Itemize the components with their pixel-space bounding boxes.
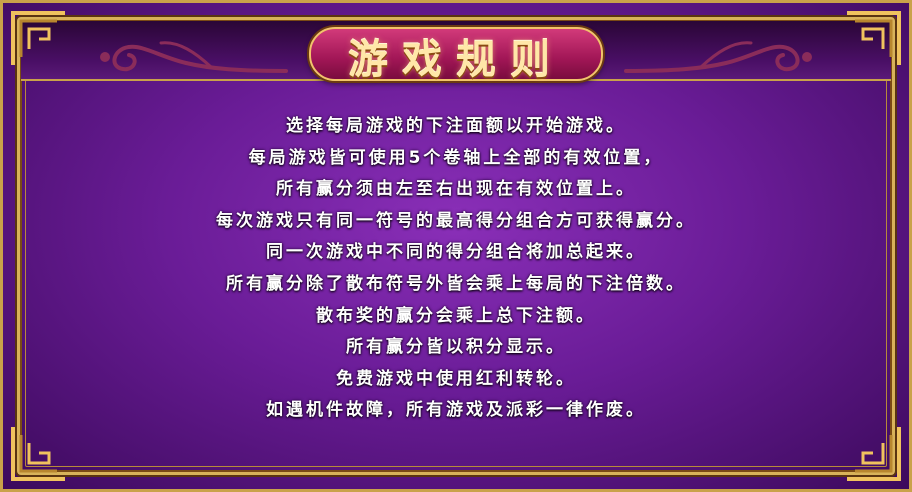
gold-border <box>17 17 895 475</box>
rule-line: 选择每局游戏的下注面额以开始游戏。 <box>286 116 626 136</box>
ornate-corner-icon <box>11 11 65 65</box>
rule-line: 散布奖的赢分会乘上总下注额。 <box>316 305 596 326</box>
rule-line: 每局游戏皆可使用5个卷轴上全部的有效位置， <box>248 147 664 168</box>
ornate-corner-icon <box>847 11 901 65</box>
rule-line: 如遇机件故障，所有游戏及派彩一律作废。 <box>266 400 646 421</box>
cloud-swirl-ornament-icon <box>624 41 812 73</box>
rule-line: 所有赢分皆以积分显示。 <box>346 337 566 358</box>
title-plaque <box>309 27 603 81</box>
rule-line: 所有赢分须由左至右出现在有效位置上。 <box>276 179 636 200</box>
rule-line: 免费游戏中使用红利转轮。 <box>336 368 576 389</box>
ornate-corner-icon <box>847 427 901 481</box>
rule-line: 所有赢分除了散布符号外皆会乘上每局的下注倍数。 <box>226 273 686 294</box>
rule-line: 同一次游戏中不同的得分组合将加总起来。 <box>266 242 646 263</box>
ornate-corner-icon <box>11 427 65 481</box>
rules-list: 选择每局游戏的下注面额以开始游戏。 每局游戏皆可使用5个卷轴上全部的有效位置， … <box>43 111 869 427</box>
page-title: 游戏规则 <box>348 36 564 83</box>
cloud-swirl-ornament-icon <box>100 41 288 73</box>
rule-line: 每次游戏只有同一符号的最高得分组合方可获得赢分。 <box>216 210 696 231</box>
